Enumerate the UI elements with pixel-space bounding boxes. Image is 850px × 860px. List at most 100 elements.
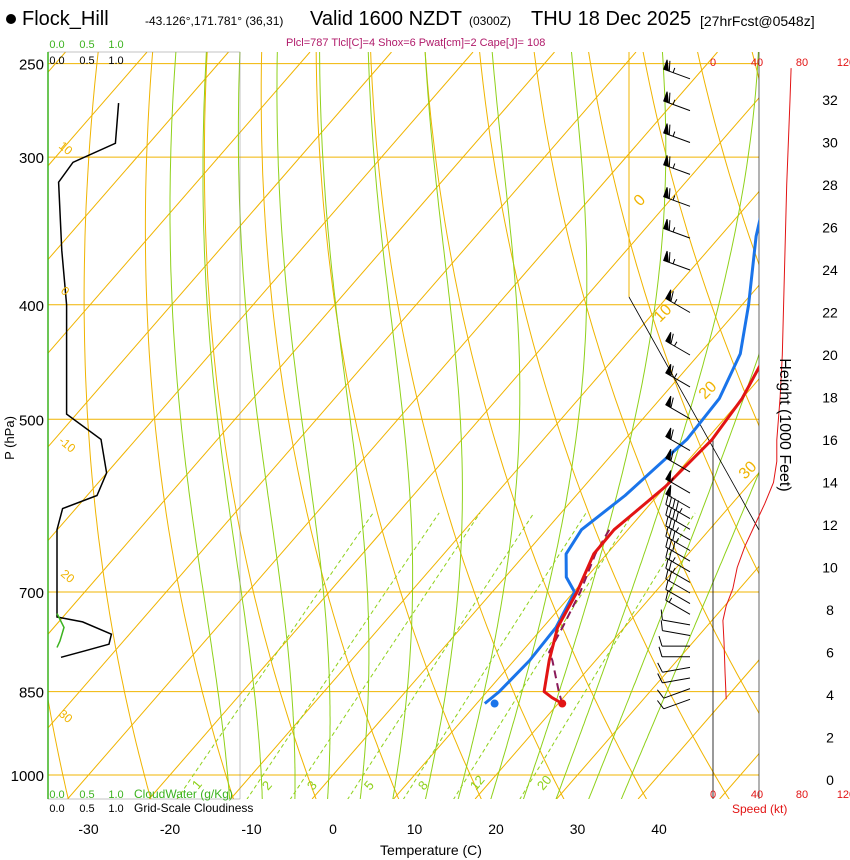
wind-barb bbox=[657, 673, 691, 684]
wind-barb bbox=[665, 363, 691, 388]
mixing-ratio-line bbox=[519, 512, 696, 799]
height-axis-title: Height (1000 Feet) bbox=[776, 358, 793, 491]
dry-adiabat-label: -10 bbox=[56, 434, 79, 456]
wind-speed-tick-top: 40 bbox=[751, 57, 763, 69]
isotherm-line bbox=[48, 52, 311, 354]
station-name: Flock_Hill bbox=[22, 8, 109, 30]
height-tick-label: 32 bbox=[822, 92, 838, 108]
isotherm-label: 0 bbox=[631, 191, 649, 209]
height-tick-label: 24 bbox=[822, 262, 838, 278]
wind-barb bbox=[665, 395, 691, 420]
station-marker-icon bbox=[6, 14, 16, 24]
height-tick-label: 30 bbox=[822, 135, 838, 151]
height-tick-label: 8 bbox=[826, 602, 834, 618]
isotherm-line bbox=[67, 52, 718, 799]
height-tick-label: 28 bbox=[822, 177, 838, 193]
dry-adiabat-line bbox=[424, 52, 648, 799]
cloud-water-legend: CloudWater (g/Kg) bbox=[134, 787, 233, 801]
moist-adiabat-line bbox=[588, 353, 759, 799]
cloudiness-tick-top: 0.0 bbox=[49, 55, 64, 67]
x-tick-label: 40 bbox=[651, 821, 667, 837]
height-tick-label: 16 bbox=[822, 432, 838, 448]
panel-frames bbox=[47, 51, 760, 800]
pressure-tick-label: 300 bbox=[19, 150, 44, 167]
moist-adiabat-line bbox=[169, 52, 231, 799]
wind-barb bbox=[665, 558, 691, 583]
wind-speed-tick-bottom: 120 bbox=[837, 789, 850, 801]
wind-speed-tick-top: 0 bbox=[710, 57, 716, 69]
wind-speed-tick-bottom: 40 bbox=[751, 789, 763, 801]
valid-time: Valid 1600 NZDT bbox=[310, 8, 462, 30]
moist-adiabat-line bbox=[424, 52, 463, 799]
moist-adiabat-line bbox=[367, 52, 414, 799]
cloudiness-tick-top: 0.5 bbox=[79, 55, 94, 67]
wind-barb bbox=[665, 427, 691, 452]
moist-adiabat-line bbox=[319, 52, 370, 799]
dry-adiabat-line bbox=[315, 52, 482, 799]
isotherm-label: 20 bbox=[696, 378, 721, 403]
cloudiness-tick-bottom: 1.0 bbox=[108, 803, 123, 815]
x-tick-label: 30 bbox=[570, 821, 586, 837]
x-axis-title: Temperature (C) bbox=[380, 842, 482, 858]
wind-speed-tick-bottom: 80 bbox=[796, 789, 808, 801]
wind-speed-tick-bottom: 0 bbox=[710, 789, 716, 801]
utc-time: (0300Z) bbox=[469, 14, 512, 28]
moist-adiabat-line bbox=[202, 52, 263, 799]
x-tick-label: 10 bbox=[407, 821, 423, 837]
cloudiness-profile bbox=[56, 103, 120, 659]
wind-speed-tick-top: 120 bbox=[837, 57, 850, 69]
isotherm-line bbox=[48, 52, 229, 261]
cloudiness-tick-top: 1.0 bbox=[108, 55, 123, 67]
pressure-tick-label: 400 bbox=[19, 298, 44, 315]
moist-adiabat-line bbox=[620, 471, 759, 799]
dry-adiabat-line bbox=[642, 52, 759, 427]
moist-adiabat-line bbox=[276, 52, 331, 799]
cloud-water-tick-bottom: 0.5 bbox=[79, 789, 94, 801]
moist-adiabat-line bbox=[522, 52, 667, 799]
wind-barb bbox=[665, 547, 691, 573]
wind-barb bbox=[657, 688, 691, 699]
isotherm-line bbox=[637, 659, 759, 799]
cloud-water-tick-top: 0.0 bbox=[49, 39, 64, 51]
dry-adiabat-line bbox=[370, 52, 565, 799]
height-tick-label: 22 bbox=[822, 305, 838, 321]
cloudiness-legend: Grid-Scale Cloudiness bbox=[134, 801, 253, 815]
y-axis-title: P (hPa) bbox=[2, 416, 17, 460]
isotherm-line bbox=[48, 52, 474, 542]
wind-barb bbox=[665, 589, 691, 615]
mixing-ratio-label: 5 bbox=[361, 778, 377, 793]
mixing-ratio-line bbox=[453, 512, 634, 799]
wind-barb bbox=[660, 620, 691, 636]
cloud-water-profile bbox=[56, 613, 65, 648]
isotherm-line bbox=[556, 565, 759, 799]
mixing-ratio-label: 3 bbox=[304, 778, 320, 793]
mixing-ratio-line bbox=[347, 512, 535, 799]
mixing-ratio-line bbox=[289, 512, 481, 799]
wind-barb bbox=[665, 536, 691, 562]
height-tick-label: 6 bbox=[826, 645, 834, 661]
height-tick-label: 12 bbox=[822, 517, 838, 533]
dry-adiabat-line bbox=[260, 52, 400, 799]
wind-profile bbox=[657, 59, 792, 710]
wind-speed-title: Speed (kt) bbox=[732, 802, 787, 816]
wind-barb bbox=[658, 646, 690, 658]
isotherm-line bbox=[48, 52, 555, 635]
dry-adiabat-line bbox=[588, 52, 759, 575]
wind-barb bbox=[665, 579, 691, 605]
moist-adiabat-line bbox=[457, 52, 521, 799]
sounding-profiles bbox=[483, 217, 759, 708]
height-tick-label: 20 bbox=[822, 347, 838, 363]
isotherm-line bbox=[311, 284, 759, 799]
thermo-grid bbox=[48, 52, 759, 799]
wind-barb bbox=[665, 332, 691, 356]
wind-barb bbox=[665, 448, 691, 473]
height-tick-label: 10 bbox=[822, 560, 838, 576]
cloud-water-tick-top: 1.0 bbox=[108, 39, 123, 51]
wind-barb bbox=[665, 515, 691, 541]
dewpoint-line bbox=[483, 217, 759, 705]
wind-barb bbox=[663, 59, 691, 80]
wind-barb bbox=[665, 504, 691, 530]
forecast-date: THU 18 Dec 2025 bbox=[531, 8, 692, 30]
station-coordinates: -43.126°,171.781° (36,31) bbox=[145, 14, 284, 28]
